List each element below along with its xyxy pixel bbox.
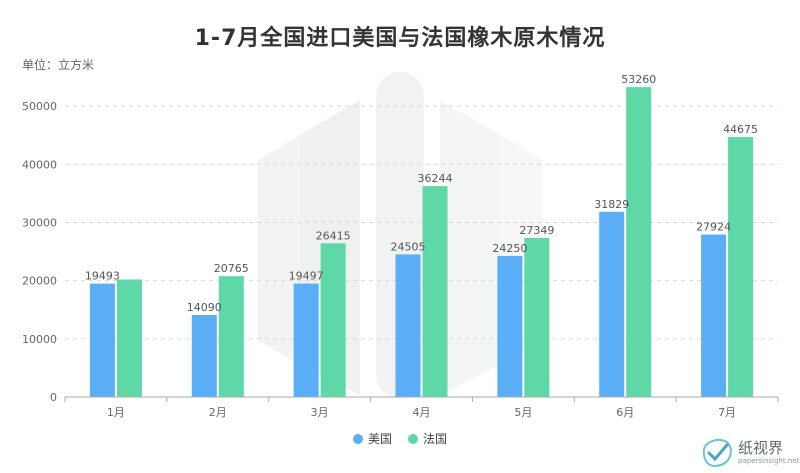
bar-usa bbox=[599, 211, 625, 397]
x-tick-label: 5月 bbox=[514, 406, 532, 419]
bar-france bbox=[116, 279, 142, 397]
x-tick-label: 2月 bbox=[209, 406, 227, 419]
bar-usa bbox=[497, 255, 523, 397]
data-label: 27349 bbox=[519, 224, 554, 237]
y-tick-label: 0 bbox=[50, 391, 57, 404]
chart-legend: 美国 法国 bbox=[0, 430, 800, 447]
watermark-cn-text: 纸视界 bbox=[738, 439, 784, 457]
data-label: 26415 bbox=[316, 229, 351, 242]
bar-france bbox=[422, 186, 448, 397]
x-tick-label: 4月 bbox=[413, 406, 431, 419]
x-tick-label: 6月 bbox=[616, 406, 634, 419]
bar-france bbox=[320, 243, 346, 397]
x-tick-label: 1月 bbox=[107, 406, 125, 419]
y-tick-label: 20000 bbox=[22, 275, 57, 288]
bar-france bbox=[218, 276, 244, 397]
legend-dot-icon bbox=[352, 433, 363, 444]
bar-usa bbox=[701, 234, 727, 397]
data-label: 24250 bbox=[492, 242, 527, 255]
y-tick-label: 50000 bbox=[22, 100, 57, 113]
y-tick-label: 40000 bbox=[22, 158, 57, 171]
data-label: 20765 bbox=[214, 262, 249, 275]
watermark-en-text: papersinsight.net bbox=[738, 457, 800, 465]
bar-usa bbox=[191, 315, 217, 397]
data-label: 14090 bbox=[187, 301, 222, 314]
data-label: 27924 bbox=[696, 221, 731, 234]
x-tick-label: 3月 bbox=[311, 406, 329, 419]
bar-usa bbox=[293, 283, 319, 397]
bar-usa bbox=[89, 283, 115, 397]
legend-label: 美国 bbox=[367, 432, 392, 446]
chart-title: 1-7月全国进口美国与法国橡木原木情况 bbox=[194, 26, 606, 51]
data-label: 19497 bbox=[289, 270, 324, 283]
legend-label: 法国 bbox=[423, 432, 448, 446]
x-tick-label: 7月 bbox=[718, 406, 736, 419]
data-label: 24505 bbox=[391, 240, 426, 253]
legend-item-usa[interactable]: 美国 bbox=[352, 430, 392, 447]
data-label: 36244 bbox=[418, 172, 453, 185]
bar-usa bbox=[395, 254, 421, 397]
unit-label: 单位：立方米 bbox=[22, 58, 95, 72]
data-label: 31829 bbox=[594, 198, 629, 211]
bar-france bbox=[728, 137, 754, 397]
bar-france bbox=[524, 237, 550, 397]
legend-dot-icon bbox=[408, 433, 418, 444]
watermark-logo: 纸视界 papersinsight.net bbox=[700, 437, 799, 469]
legend-item-france[interactable]: 法国 bbox=[408, 430, 447, 447]
data-label: 53260 bbox=[621, 73, 656, 86]
checkmark-leaf-icon bbox=[702, 438, 733, 468]
y-tick-label: 30000 bbox=[22, 216, 57, 229]
data-label: 19493 bbox=[85, 270, 120, 283]
bar-france bbox=[626, 87, 652, 398]
y-tick-label: 10000 bbox=[22, 333, 57, 346]
data-label: 44675 bbox=[723, 123, 758, 136]
